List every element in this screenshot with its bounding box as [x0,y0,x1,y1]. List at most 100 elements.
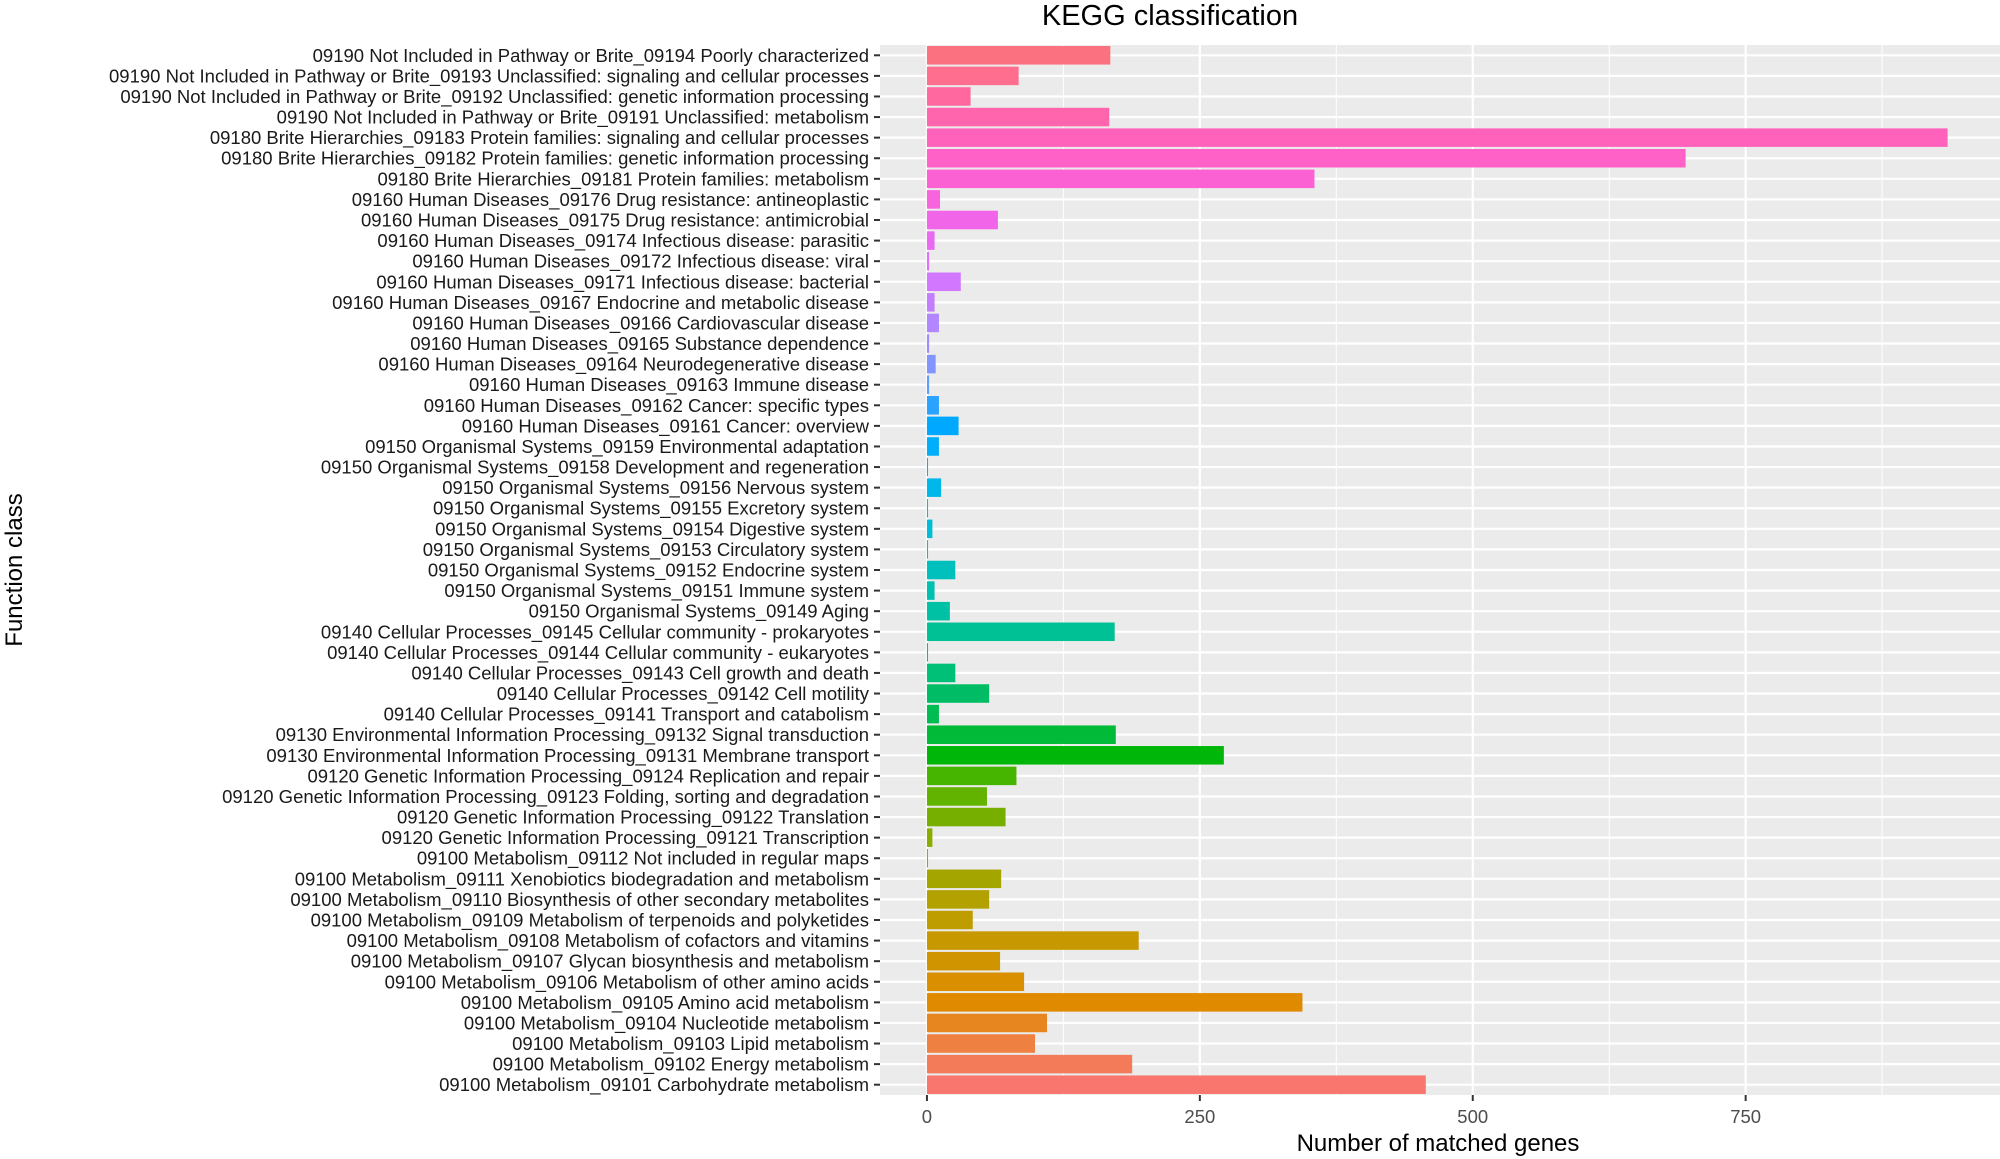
y-axis-title: Function class [1,493,28,646]
category-label: 09100 Metabolism_09105 Amino acid metabo… [461,992,869,1014]
bar [926,993,1303,1012]
bar [926,313,939,333]
category-label: 09120 Genetic Information Processing_091… [382,827,869,849]
x-tick-label: 250 [1184,1106,1215,1127]
category-label: 09130 Environmental Information Processi… [266,745,869,767]
category-label: 09160 Human Diseases_09171 Infectious di… [376,271,869,293]
bar [926,190,941,209]
bar [926,1013,1048,1033]
category-labels: 09100 Metabolism_09101 Carbohydrate meta… [109,45,880,1096]
category-label: 09150 Organismal Systems_09156 Nervous s… [442,477,869,499]
category-label: 09100 Metabolism_09106 Metabolism of oth… [385,971,869,993]
bar [926,354,936,374]
category-label: 09100 Metabolism_09101 Carbohydrate meta… [439,1074,869,1096]
category-label: 09150 Organismal Systems_09158 Developme… [321,457,869,479]
bar [926,272,961,292]
category-label: 09140 Cellular Processes_09141 Transport… [384,704,869,726]
category-label: 09160 Human Diseases_09164 Neurodegenera… [378,354,869,376]
bar [926,663,956,683]
category-label: 09100 Metabolism_09107 Glycan biosynthes… [351,951,869,973]
bar [926,725,1116,744]
category-label: 09160 Human Diseases_09172 Infectious di… [412,251,869,273]
bar [926,66,1019,86]
category-label: 09150 Organismal Systems_09149 Aging [529,601,869,623]
x-axis-title: Number of matched genes [1297,1130,1580,1157]
bar [926,478,942,497]
category-label: 09130 Environmental Information Processi… [276,724,869,746]
bar [926,643,929,662]
category-label: 09160 Human Diseases_09175 Drug resistan… [361,210,869,232]
bar [926,251,930,271]
bar [926,848,929,868]
category-label: 09140 Cellular Processes_09144 Cellular … [327,642,869,664]
category-label: 09150 Organismal Systems_09153 Circulato… [423,539,869,561]
x-tick-label: 500 [1457,1106,1488,1127]
bar [926,437,939,456]
bar [926,622,1115,642]
category-label: 09100 Metabolism_09104 Nucleotide metabo… [464,1012,869,1034]
bar [926,293,935,312]
bar [926,169,1315,189]
bar [926,128,1948,147]
bar [926,210,998,230]
bars [926,46,1948,1094]
bar [926,1075,1426,1094]
category-label: 09140 Cellular Processes_09145 Cellular … [321,621,869,643]
bar [926,684,990,703]
category-label: 09160 Human Diseases_09166 Cardiovascula… [412,312,869,334]
category-label: 09100 Metabolism_09102 Energy metabolism [493,1054,869,1076]
bar [926,231,935,250]
category-label: 09100 Metabolism_09108 Metabolism of cof… [347,930,869,952]
category-label: 09100 Metabolism_09109 Metabolism of ter… [311,910,869,932]
bar [926,46,1111,65]
bar [926,787,987,806]
bar [926,1054,1133,1074]
category-label: 09100 Metabolism_09110 Biosynthesis of o… [290,889,869,911]
category-label: 09100 Metabolism_09111 Xenobiotics biode… [295,868,869,890]
bar [926,540,929,559]
category-label: 09180 Brite Hierarchies_09183 Protein fa… [210,127,869,149]
category-label: 09140 Cellular Processes_09143 Cell grow… [411,662,869,684]
bar [926,560,956,580]
x-tick-label: 750 [1730,1106,1761,1127]
bar [926,396,939,415]
category-label: 09100 Metabolism_09112 Not included in r… [417,848,869,870]
category-label: 09150 Organismal Systems_09159 Environme… [365,436,869,458]
chart-title: KEGG classification [1042,0,1298,32]
category-label: 09180 Brite Hierarchies_09182 Protein fa… [221,148,869,170]
category-label: 09150 Organismal Systems_09151 Immune sy… [444,580,869,602]
bar [926,601,950,621]
bar [926,375,930,394]
bar [926,107,1110,127]
bar [926,519,933,539]
bar [926,910,973,930]
category-label: 09160 Human Diseases_09165 Substance dep… [410,333,869,355]
category-label: 09150 Organismal Systems_09154 Digestive… [435,518,869,540]
category-label: 09120 Genetic Information Processing_091… [222,786,869,808]
bar [926,87,971,106]
bar [926,951,1001,971]
category-label: 09160 Human Diseases_09162 Cancer: speci… [424,395,869,417]
x-tick-label: 0 [922,1106,932,1127]
category-label: 09190 Not Included in Pathway or Brite_0… [313,45,869,67]
category-label: 09160 Human Diseases_09174 Infectious di… [377,230,869,252]
bar [926,704,939,724]
bar [926,1034,1036,1053]
category-label: 09160 Human Diseases_09176 Drug resistan… [352,189,869,211]
category-label: 09160 Human Diseases_09163 Immune diseas… [469,374,869,396]
bar [926,972,1025,992]
bar [926,890,990,909]
category-label: 09160 Human Diseases_09167 Endocrine and… [332,292,869,314]
bar [926,416,959,436]
bar [926,828,933,847]
bar [926,746,1224,765]
category-label: 09140 Cellular Processes_09142 Cell moti… [497,683,870,705]
bar [926,869,1002,889]
bar [926,334,930,353]
bar [926,457,929,477]
x-ticks: 0 250 500 750 [922,1095,1761,1127]
category-label: 09160 Human Diseases_09161 Cancer: overv… [462,415,870,437]
category-label: 09190 Not Included in Pathway or Brite_0… [120,86,869,108]
bar [926,766,1017,786]
